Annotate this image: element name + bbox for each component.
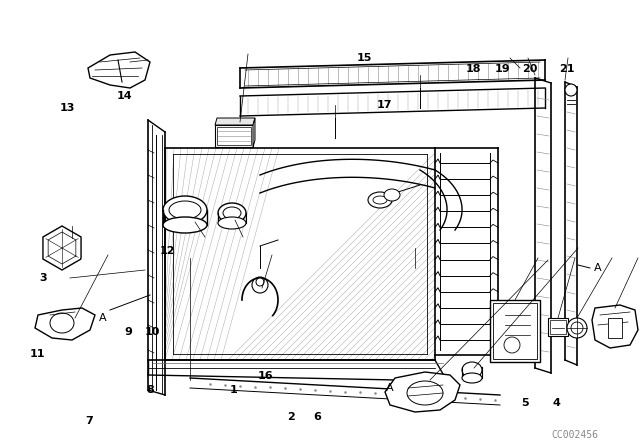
Ellipse shape	[218, 203, 246, 223]
Bar	[490, 300, 540, 362]
Ellipse shape	[252, 277, 268, 293]
Text: CC002456: CC002456	[552, 430, 598, 440]
Polygon shape	[385, 372, 460, 412]
Text: 9: 9	[124, 327, 132, 336]
Ellipse shape	[462, 373, 482, 383]
Ellipse shape	[223, 207, 241, 219]
Text: 14: 14	[117, 91, 132, 101]
Ellipse shape	[163, 196, 207, 224]
Text: 18: 18	[466, 65, 481, 74]
Text: 13: 13	[60, 103, 75, 112]
Polygon shape	[215, 118, 255, 125]
Bar	[215, 125, 253, 147]
Text: 10: 10	[145, 327, 160, 336]
Text: 3: 3	[40, 273, 47, 283]
Text: A: A	[594, 263, 602, 273]
Text: 12: 12	[160, 246, 175, 256]
Bar	[548, 318, 568, 336]
Text: 6: 6	[313, 412, 321, 422]
Ellipse shape	[50, 313, 74, 333]
Bar	[550, 320, 566, 334]
Text: 15: 15	[357, 53, 372, 63]
Text: 11: 11	[29, 349, 45, 359]
Ellipse shape	[163, 217, 207, 233]
Text: 1: 1	[230, 385, 237, 395]
Text: 19: 19	[495, 65, 510, 74]
Text: 2: 2	[287, 412, 295, 422]
Ellipse shape	[504, 337, 520, 353]
Text: 5: 5	[521, 398, 529, 408]
Ellipse shape	[218, 217, 246, 229]
Ellipse shape	[368, 192, 392, 208]
Bar	[493, 303, 537, 359]
Ellipse shape	[384, 189, 400, 201]
Text: 21: 21	[559, 65, 575, 74]
Ellipse shape	[565, 84, 577, 96]
Bar	[608, 318, 622, 338]
Ellipse shape	[567, 318, 587, 338]
Ellipse shape	[407, 381, 443, 405]
Ellipse shape	[462, 362, 482, 378]
Ellipse shape	[571, 322, 583, 334]
Text: A: A	[99, 313, 107, 323]
Text: 8: 8	[147, 385, 154, 395]
Polygon shape	[43, 226, 81, 270]
Text: 7: 7	[86, 416, 93, 426]
Bar	[217, 127, 251, 145]
Text: 17: 17	[376, 100, 392, 110]
Text: 16: 16	[258, 371, 273, 381]
Text: A: A	[386, 383, 394, 393]
Ellipse shape	[256, 278, 264, 286]
Text: 4: 4	[553, 398, 561, 408]
Polygon shape	[35, 308, 95, 340]
Polygon shape	[592, 305, 638, 348]
Ellipse shape	[373, 196, 387, 204]
Bar	[165, 148, 435, 360]
Polygon shape	[88, 52, 150, 88]
Polygon shape	[253, 118, 255, 147]
Ellipse shape	[169, 201, 201, 219]
Text: 20: 20	[522, 65, 538, 74]
